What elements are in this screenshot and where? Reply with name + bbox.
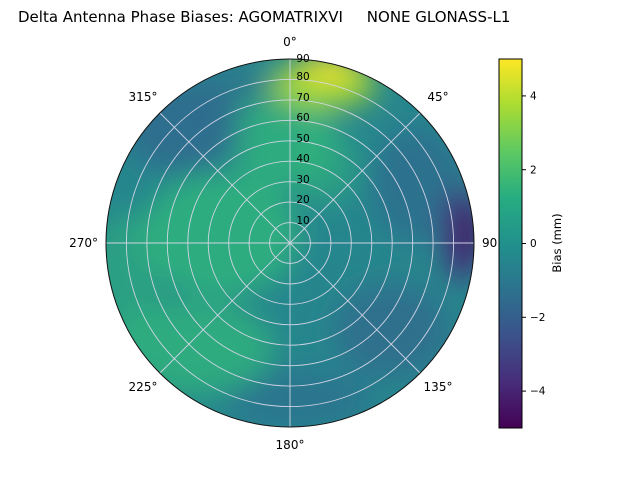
- radial-tick-label: 80: [296, 71, 309, 83]
- radial-tick-label: 20: [296, 194, 309, 206]
- radial-tick-label: 70: [296, 92, 309, 104]
- radial-tick-label: 10: [296, 215, 309, 227]
- radial-tick-label: 30: [296, 174, 309, 186]
- azimuth-label: 45°: [427, 90, 448, 104]
- colorbar-tick-label: −4: [530, 386, 546, 398]
- colorbar-tick-label: 2: [530, 164, 537, 176]
- contour-region-green-center-left: [140, 173, 300, 297]
- colorbar-axis-label: Bias (mm): [550, 213, 564, 272]
- grid-spoke: [289, 242, 421, 374]
- colorbar-tick-label: 0: [530, 238, 537, 250]
- contour-region-green-left-edge: [106, 213, 163, 337]
- polar-grid-spokes: [106, 59, 474, 427]
- colorbar-tick-labels: 4 2 0 −2 −4: [530, 91, 546, 398]
- contour-region-purple-core: [459, 204, 474, 260]
- contour-region-blue-upper-right: [372, 127, 464, 243]
- grid-spoke: [159, 242, 291, 374]
- radial-tick-label: 40: [296, 153, 309, 165]
- contour-region-blue-lower-right: [334, 282, 450, 378]
- colorbar-ticks: [522, 95, 526, 392]
- colorbar-group: 4 2 0 −2 −4 Bias (mm): [498, 58, 564, 429]
- colorbar-tick-label: −2: [530, 312, 545, 324]
- azimuth-label: 270°: [69, 236, 98, 250]
- colorbar: [498, 58, 523, 429]
- contour-blobs: [106, 59, 474, 427]
- azimuth-label: 225°: [129, 380, 158, 394]
- colorbar-tick-label: 4: [530, 91, 537, 103]
- azimuth-label: 315°: [129, 90, 158, 104]
- grid-spoke: [289, 112, 421, 244]
- chart-title: Delta Antenna Phase Biases: AGOMATRIXVI …: [18, 8, 511, 26]
- azimuth-label: 135°: [424, 380, 453, 394]
- azimuth-labels: 0° 45° 90 135° 180° 225° 270° 315°: [69, 35, 497, 452]
- radial-tick-labels: 10 20 30 40 50 60 70 80 90: [296, 53, 309, 227]
- radial-tick-label: 50: [296, 133, 309, 145]
- radial-tick-label: 60: [296, 112, 309, 124]
- radial-tick-label: 90: [296, 53, 309, 65]
- grid-spoke: [159, 112, 291, 244]
- azimuth-label: 90: [482, 236, 497, 250]
- azimuth-label: 0°: [283, 35, 297, 49]
- azimuth-label: 180°: [276, 438, 305, 452]
- polar-outline: [105, 58, 475, 428]
